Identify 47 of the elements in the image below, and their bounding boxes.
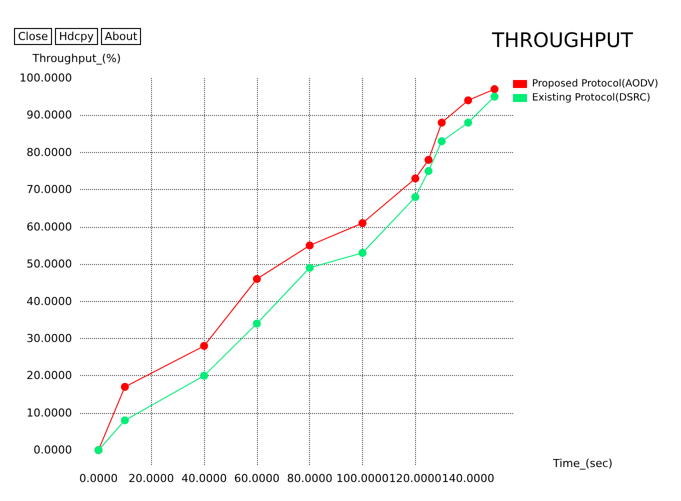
x-tick-label: 80.0000 <box>286 472 332 485</box>
y-tick-label: 100.0000 <box>20 72 72 84</box>
y-tick-label: 70.0000 <box>26 183 72 196</box>
point <box>252 320 261 328</box>
text: THROUGHPUT <box>491 28 634 52</box>
point <box>424 156 433 164</box>
x-tick-label: 20.0000 <box>128 472 174 485</box>
point <box>464 96 472 104</box>
text: Close <box>14 28 52 45</box>
x-tick-label: 120.0000 <box>389 472 442 485</box>
y-tick-label: 90.0000 <box>26 108 72 122</box>
x-axis-title: Time_(sec) <box>552 457 613 470</box>
x-tick-label: 60.0000 <box>234 472 280 485</box>
point <box>306 264 314 272</box>
point <box>464 118 472 127</box>
legend-label: Proposed Protocol(AODV) <box>532 78 658 90</box>
y-tick-label: 40.0000 <box>26 294 72 308</box>
point <box>200 342 208 350</box>
y-tick-label: 60.0000 <box>26 220 72 234</box>
point <box>358 248 367 257</box>
point <box>120 382 129 391</box>
point <box>438 137 446 146</box>
y-tick-label: 80.0000 <box>26 146 72 159</box>
x-tick-label: 0.0000 <box>79 472 118 485</box>
legend-label: Existing Protocol(DSRC) <box>532 92 650 104</box>
y-tick-label: 10.0000 <box>26 406 72 420</box>
x-tick-label: 40.0000 <box>181 472 227 485</box>
point <box>490 85 499 94</box>
x-tick-label: 100.0000 <box>336 472 389 485</box>
y-tick-label: 20.0000 <box>26 369 72 382</box>
point <box>120 416 129 424</box>
x-tick-label: 140.0000 <box>442 472 494 485</box>
point <box>306 241 314 250</box>
point <box>358 219 367 228</box>
point <box>438 118 446 127</box>
y-tick-label: 30.0000 <box>26 332 72 345</box>
y-tick-label: 0.0000 <box>34 444 72 457</box>
y-tick-label: 50.0000 <box>26 258 72 271</box>
point <box>200 372 208 380</box>
text: Hdcpy <box>54 28 98 45</box>
point <box>252 274 261 283</box>
point <box>411 193 420 202</box>
point <box>411 174 420 182</box>
y-axis-title: Throughput_(%) <box>31 52 121 65</box>
point <box>490 92 499 101</box>
text: About <box>100 28 142 45</box>
point <box>424 167 433 176</box>
